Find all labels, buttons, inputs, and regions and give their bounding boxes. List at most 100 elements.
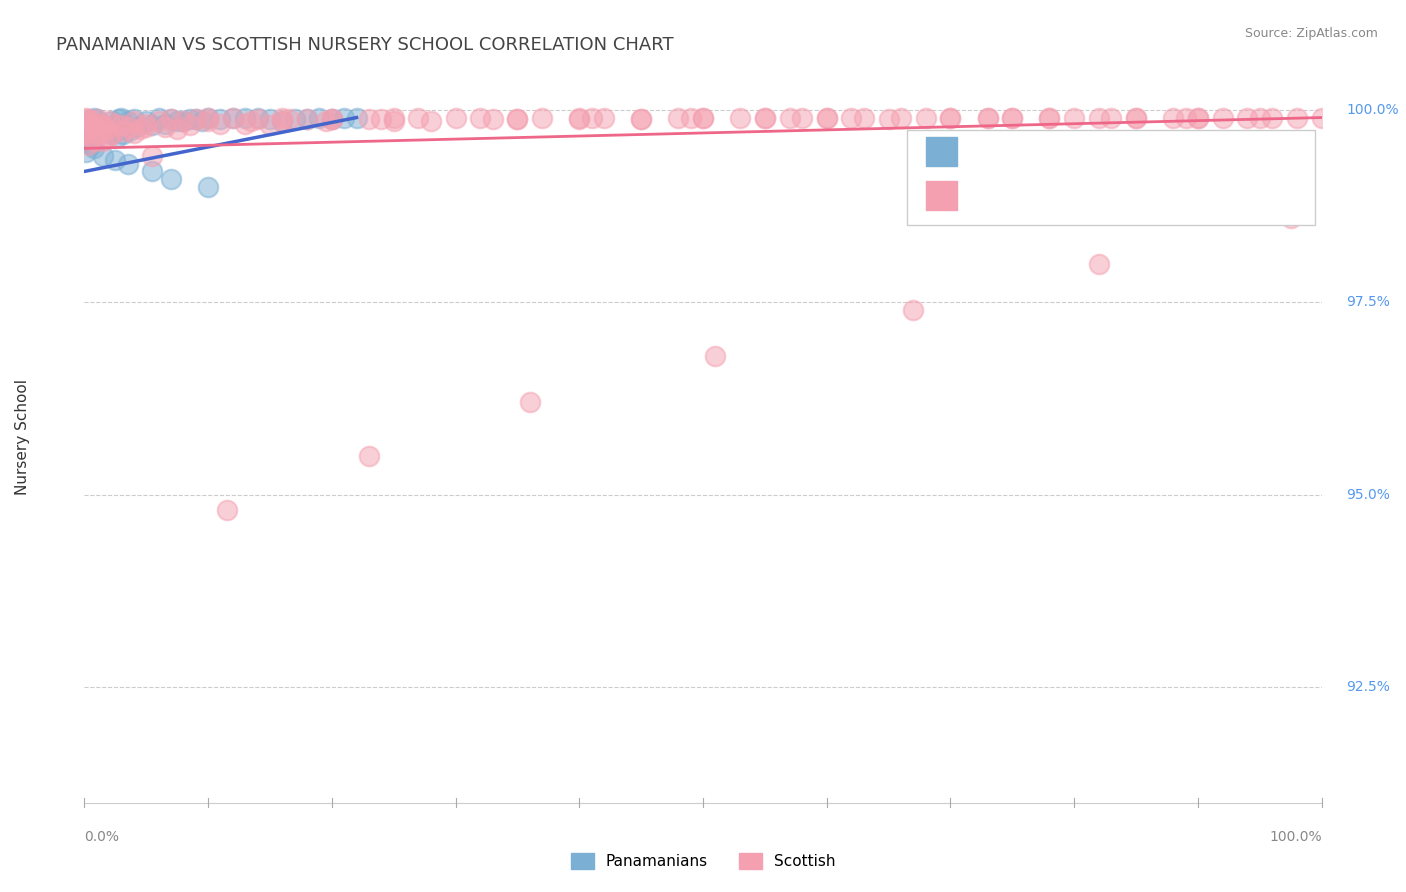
Point (1261, 111, 1284, 125)
Point (75, 111, 97, 125)
Point (160, 112, 183, 127)
Point (215, 503, 238, 517)
Point (277, 112, 299, 127)
Text: 92.5%: 92.5% (1347, 681, 1391, 694)
Point (346, 111, 368, 125)
Point (104, 117, 127, 131)
Point (976, 111, 998, 125)
Point (939, 111, 962, 125)
Point (153, 120, 176, 134)
Point (581, 111, 603, 125)
Point (333, 111, 356, 125)
Point (815, 111, 838, 125)
Point (1187, 111, 1209, 125)
Point (77, 114, 100, 128)
Point (89, 117, 111, 131)
Point (104, 118, 127, 132)
Point (357, 112, 380, 127)
Point (153, 117, 176, 131)
Point (79, 118, 101, 132)
Point (79, 117, 101, 131)
Point (197, 111, 219, 125)
Point (191, 114, 214, 128)
Point (197, 111, 219, 125)
Point (630, 112, 652, 127)
Point (877, 112, 900, 127)
Point (93, 118, 115, 132)
Point (295, 112, 318, 127)
Point (77, 124, 100, 138)
Point (148, 111, 170, 125)
Point (1279, 211, 1302, 225)
Point (914, 111, 936, 125)
Point (83, 120, 105, 134)
Point (79, 137, 101, 152)
Point (197, 179, 219, 194)
Point (419, 114, 441, 128)
Point (117, 114, 139, 128)
Point (271, 111, 294, 125)
Point (135, 117, 157, 131)
Point (160, 112, 183, 127)
Point (184, 112, 207, 127)
Point (519, 395, 541, 409)
Point (568, 112, 591, 127)
Point (790, 111, 813, 125)
Point (1125, 111, 1147, 125)
FancyBboxPatch shape (925, 181, 956, 211)
Point (141, 149, 163, 163)
Point (1088, 257, 1111, 271)
Point (1249, 111, 1271, 125)
Point (1001, 111, 1024, 125)
Point (122, 112, 145, 127)
Point (444, 111, 467, 125)
Point (568, 111, 591, 125)
Point (129, 122, 152, 136)
Point (112, 124, 135, 138)
Point (77, 124, 100, 138)
Point (240, 114, 263, 128)
Point (75, 145, 97, 160)
Point (903, 303, 925, 318)
Point (79, 129, 101, 144)
Point (135, 120, 157, 134)
Legend: Panamanians, Scottish: Panamanians, Scottish (565, 847, 841, 875)
Point (815, 111, 838, 125)
Text: 95.0%: 95.0% (1347, 488, 1391, 502)
FancyBboxPatch shape (907, 130, 1316, 225)
Point (852, 111, 875, 125)
Point (100, 128, 122, 142)
Point (172, 114, 194, 128)
Point (246, 111, 269, 125)
Text: 97.5%: 97.5% (1347, 295, 1391, 310)
Point (160, 172, 183, 186)
Point (83, 134, 105, 148)
Point (110, 111, 132, 125)
Text: 100.0%: 100.0% (1270, 830, 1322, 844)
FancyBboxPatch shape (925, 137, 956, 167)
Point (470, 111, 492, 125)
Point (630, 112, 652, 127)
Point (692, 111, 714, 125)
Point (86, 112, 108, 127)
Text: R = 0.550   N = 62: R = 0.550 N = 62 (966, 141, 1111, 156)
Point (233, 111, 256, 125)
Point (98, 114, 121, 128)
Point (91, 134, 114, 148)
Point (295, 112, 318, 127)
Text: R = 0.445   N = 118: R = 0.445 N = 118 (966, 188, 1121, 203)
Point (75, 128, 97, 142)
Point (1001, 111, 1024, 125)
Point (754, 111, 776, 125)
Point (82, 128, 104, 142)
Point (222, 111, 245, 125)
Point (172, 114, 194, 128)
Point (166, 122, 188, 136)
Point (83, 111, 105, 125)
Point (321, 112, 343, 127)
Point (593, 111, 616, 125)
Point (209, 112, 232, 127)
Point (197, 114, 219, 128)
Point (728, 111, 751, 125)
Point (89, 117, 111, 131)
